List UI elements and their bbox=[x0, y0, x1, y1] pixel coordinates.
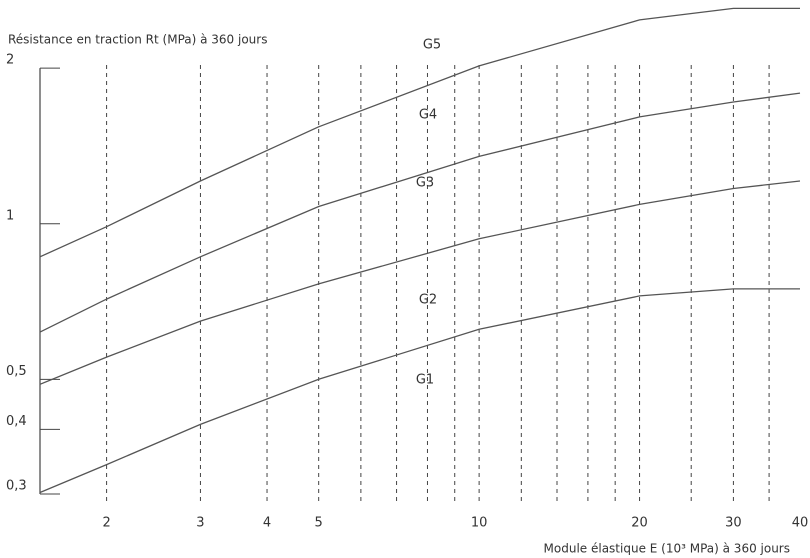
y-tick-label: 0,4 bbox=[6, 414, 27, 429]
x-tick-label: 40 bbox=[792, 516, 809, 531]
x-tick-label: 5 bbox=[315, 516, 323, 531]
zone-label: G5 bbox=[423, 38, 441, 53]
zone-label: G2 bbox=[419, 293, 437, 308]
curve bbox=[39, 92, 801, 333]
x-tick-label: 20 bbox=[631, 516, 648, 531]
zone-label: G3 bbox=[416, 176, 434, 191]
zone-label: G4 bbox=[419, 108, 437, 123]
zone-label: G1 bbox=[416, 373, 434, 388]
y-tick-label: 2 bbox=[6, 53, 14, 68]
x-axis-label: Module élastique E (10³ MPa) à 360 jours bbox=[544, 542, 790, 556]
curve bbox=[39, 288, 800, 494]
x-tick-label: 10 bbox=[471, 516, 488, 531]
x-tick-label: 4 bbox=[263, 516, 271, 531]
chart-title: Résistance en traction Rt (MPa) à 360 jo… bbox=[8, 33, 267, 47]
x-tick-label: 3 bbox=[196, 516, 204, 531]
curve bbox=[39, 7, 800, 258]
y-tick-label: 0,3 bbox=[6, 479, 27, 494]
curve bbox=[39, 180, 801, 385]
y-tick-label: 0,5 bbox=[6, 364, 27, 379]
y-tick-label: 1 bbox=[6, 208, 14, 223]
x-tick-label: 2 bbox=[102, 516, 110, 531]
x-tick-label: 30 bbox=[725, 516, 742, 531]
